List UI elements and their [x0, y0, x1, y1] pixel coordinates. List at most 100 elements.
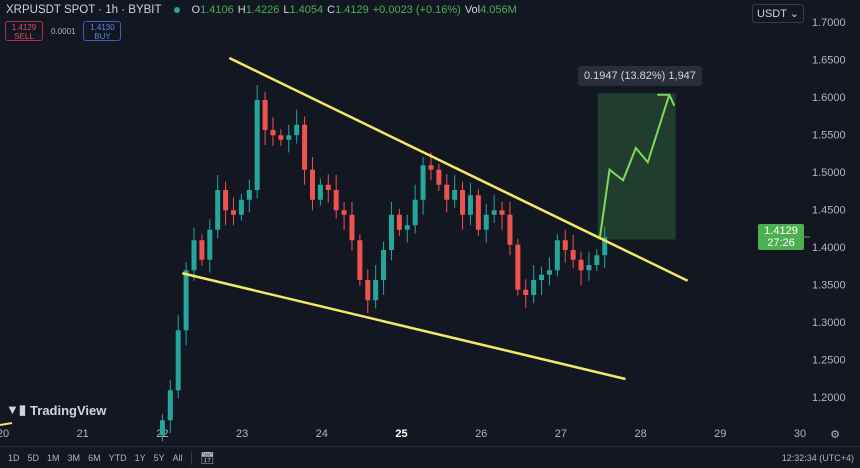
ohlc-item: C1.4129 — [327, 4, 369, 16]
sell-price: 1.4129 — [11, 23, 37, 32]
candle — [412, 199, 418, 226]
candle — [159, 420, 165, 436]
candle — [515, 244, 521, 290]
logo-text: TradingView — [30, 402, 107, 418]
range-ytd[interactable]: YTD — [108, 452, 127, 463]
candle — [404, 225, 410, 230]
candle — [570, 250, 576, 260]
candle — [183, 270, 189, 331]
y-tick-label: 1.6500 — [812, 55, 846, 67]
x-tick-label: 27 — [555, 428, 567, 440]
y-tick-label: 1.2500 — [812, 355, 846, 367]
candle — [223, 190, 229, 211]
trade-panel: 1.4129 SELL 0.0001 1.4130 BUY — [5, 21, 122, 41]
x-tick-label: 30 — [794, 428, 806, 440]
candle — [539, 274, 545, 280]
range-5y[interactable]: 5Y — [153, 452, 165, 463]
range-all[interactable]: All — [172, 452, 183, 463]
candle — [531, 280, 537, 295]
trendline — [0, 422, 13, 426]
ohlc-key: Vol — [464, 4, 481, 16]
candle — [467, 195, 473, 215]
candle — [270, 130, 276, 136]
ohlc-key: H — [237, 4, 246, 16]
candle — [602, 237, 608, 256]
current-price-badge: 1.4129 27:26 — [758, 224, 804, 250]
trendline — [228, 56, 689, 282]
candle — [309, 169, 315, 200]
range-5d[interactable]: 5D — [27, 452, 40, 463]
candle — [578, 259, 584, 271]
buy-price: 1.4130 — [90, 23, 115, 32]
divider — [190, 450, 192, 465]
ohlc-value: +0.0023 (+0.16%) — [372, 4, 461, 16]
y-tick-label: 1.2000 — [812, 392, 846, 404]
candle — [302, 124, 308, 170]
trendline — [182, 272, 626, 381]
ohlc-item: +0.0023 (+0.16%) — [373, 4, 461, 16]
y-tick-label: 1.3500 — [812, 280, 846, 292]
x-tick-label: 29 — [714, 428, 726, 440]
price-chart[interactable]: 1.2000 1.2500 1.3000 1.3500 1.4000 1.4500 1.50… — [0, 0, 860, 446]
candle — [428, 165, 434, 170]
range-3m[interactable]: 3M — [67, 452, 81, 463]
symbol-title[interactable]: XRPUSDT SPOT · 1h · BYBIT — [6, 4, 162, 16]
ohlc-item: Vol4.056M — [465, 4, 517, 16]
candle — [286, 135, 292, 140]
range-6m[interactable]: 6M — [88, 452, 101, 463]
clock[interactable]: 12:32:34 (UTC+4) — [781, 453, 854, 463]
bottom-toolbar: 1D 5D 1M 3M 6M YTD 1Y 5Y All 📅︎ 12:32:34 (UTC+4) — [0, 446, 860, 468]
ohlc-value: 1.4054 — [289, 4, 324, 16]
candle — [491, 210, 497, 215]
range-1d[interactable]: 1D — [8, 452, 20, 463]
candle — [460, 190, 466, 215]
candle — [167, 390, 173, 421]
arrowhead-icon — [657, 93, 676, 107]
y-tick-label: 1.7000 — [812, 17, 846, 29]
y-tick-label: 1.5000 — [812, 167, 846, 179]
measure-label: 0.1947 (13.82%) 1,947 — [578, 66, 702, 86]
candle — [317, 184, 323, 200]
x-tick-label: 24 — [316, 428, 328, 440]
candle — [475, 195, 481, 230]
candle — [349, 214, 355, 241]
candle — [554, 240, 560, 271]
candle — [199, 240, 205, 260]
candle — [357, 240, 363, 280]
candle — [420, 165, 426, 200]
candle — [594, 255, 600, 265]
candle — [586, 265, 592, 271]
x-tick-label: 28 — [634, 428, 646, 440]
buy-button[interactable]: 1.4130 BUY — [83, 21, 122, 41]
spread: 0.0001 — [51, 26, 76, 36]
ohlc-value: 1.4226 — [245, 4, 280, 16]
y-tick-label: 1.5500 — [812, 130, 846, 142]
ohlc-values: O1.4106 H1.4226 L1.4054 C1.4129 +0.0023 (+0.… — [192, 4, 521, 16]
candle — [483, 214, 489, 230]
x-tick-label: 23 — [236, 428, 248, 440]
bar-countdown: 27:26 — [767, 237, 795, 249]
candle — [436, 169, 442, 185]
ohlc-key: O — [191, 4, 201, 16]
range-1y[interactable]: 1Y — [134, 452, 146, 463]
candle — [396, 214, 402, 230]
candle — [215, 190, 221, 230]
ohlc-key: C — [327, 4, 336, 16]
current-price: 1.4129 — [764, 225, 798, 237]
market-open-icon — [173, 7, 180, 13]
tradingview-logo[interactable]: ▼▮ TradingView — [6, 402, 106, 418]
y-tick-label: 1.4000 — [812, 242, 846, 254]
candle — [388, 214, 394, 250]
sell-button[interactable]: 1.4129 SELL — [5, 21, 43, 41]
y-tick-label: 1.3000 — [812, 317, 846, 329]
candle — [507, 214, 513, 245]
candle — [333, 190, 339, 211]
candle — [254, 100, 260, 190]
candle — [294, 124, 300, 136]
candle — [562, 240, 568, 250]
currency-select[interactable]: USDT ⌄ — [752, 4, 805, 23]
date-range-icon[interactable]: 📅︎ — [199, 450, 215, 465]
range-1m[interactable]: 1M — [47, 452, 60, 463]
candle — [444, 184, 450, 200]
x-tick-label: 21 — [77, 428, 89, 440]
